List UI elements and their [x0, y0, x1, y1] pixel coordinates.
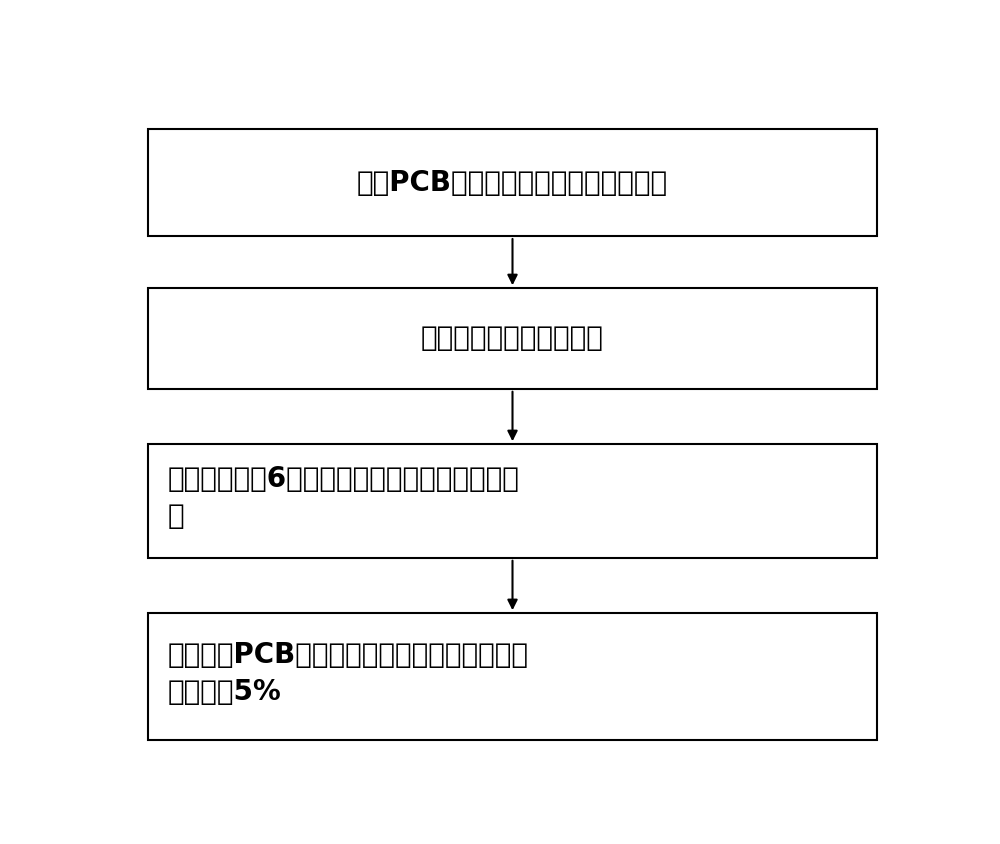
Bar	[148, 444, 877, 558]
Bar	[148, 129, 877, 236]
Text: 设置PCB微带线特性阻抗和微带线线宽: 设置PCB微带线特性阻抗和微带线线宽	[357, 169, 668, 197]
Text: 通过调整PCB参数与微带线线间距使远端串扰
系数小于5%: 通过调整PCB参数与微带线线间距使远端串扰 系数小于5%	[168, 641, 529, 706]
Bar	[148, 613, 877, 740]
Bar	[148, 288, 877, 389]
Text: 对受害线周围6条攻击线产生的串扰进行仿真分
析: 对受害线周围6条攻击线产生的串扰进行仿真分 析	[168, 465, 520, 530]
Text: 对微带线进行高密度布局: 对微带线进行高密度布局	[421, 324, 604, 353]
